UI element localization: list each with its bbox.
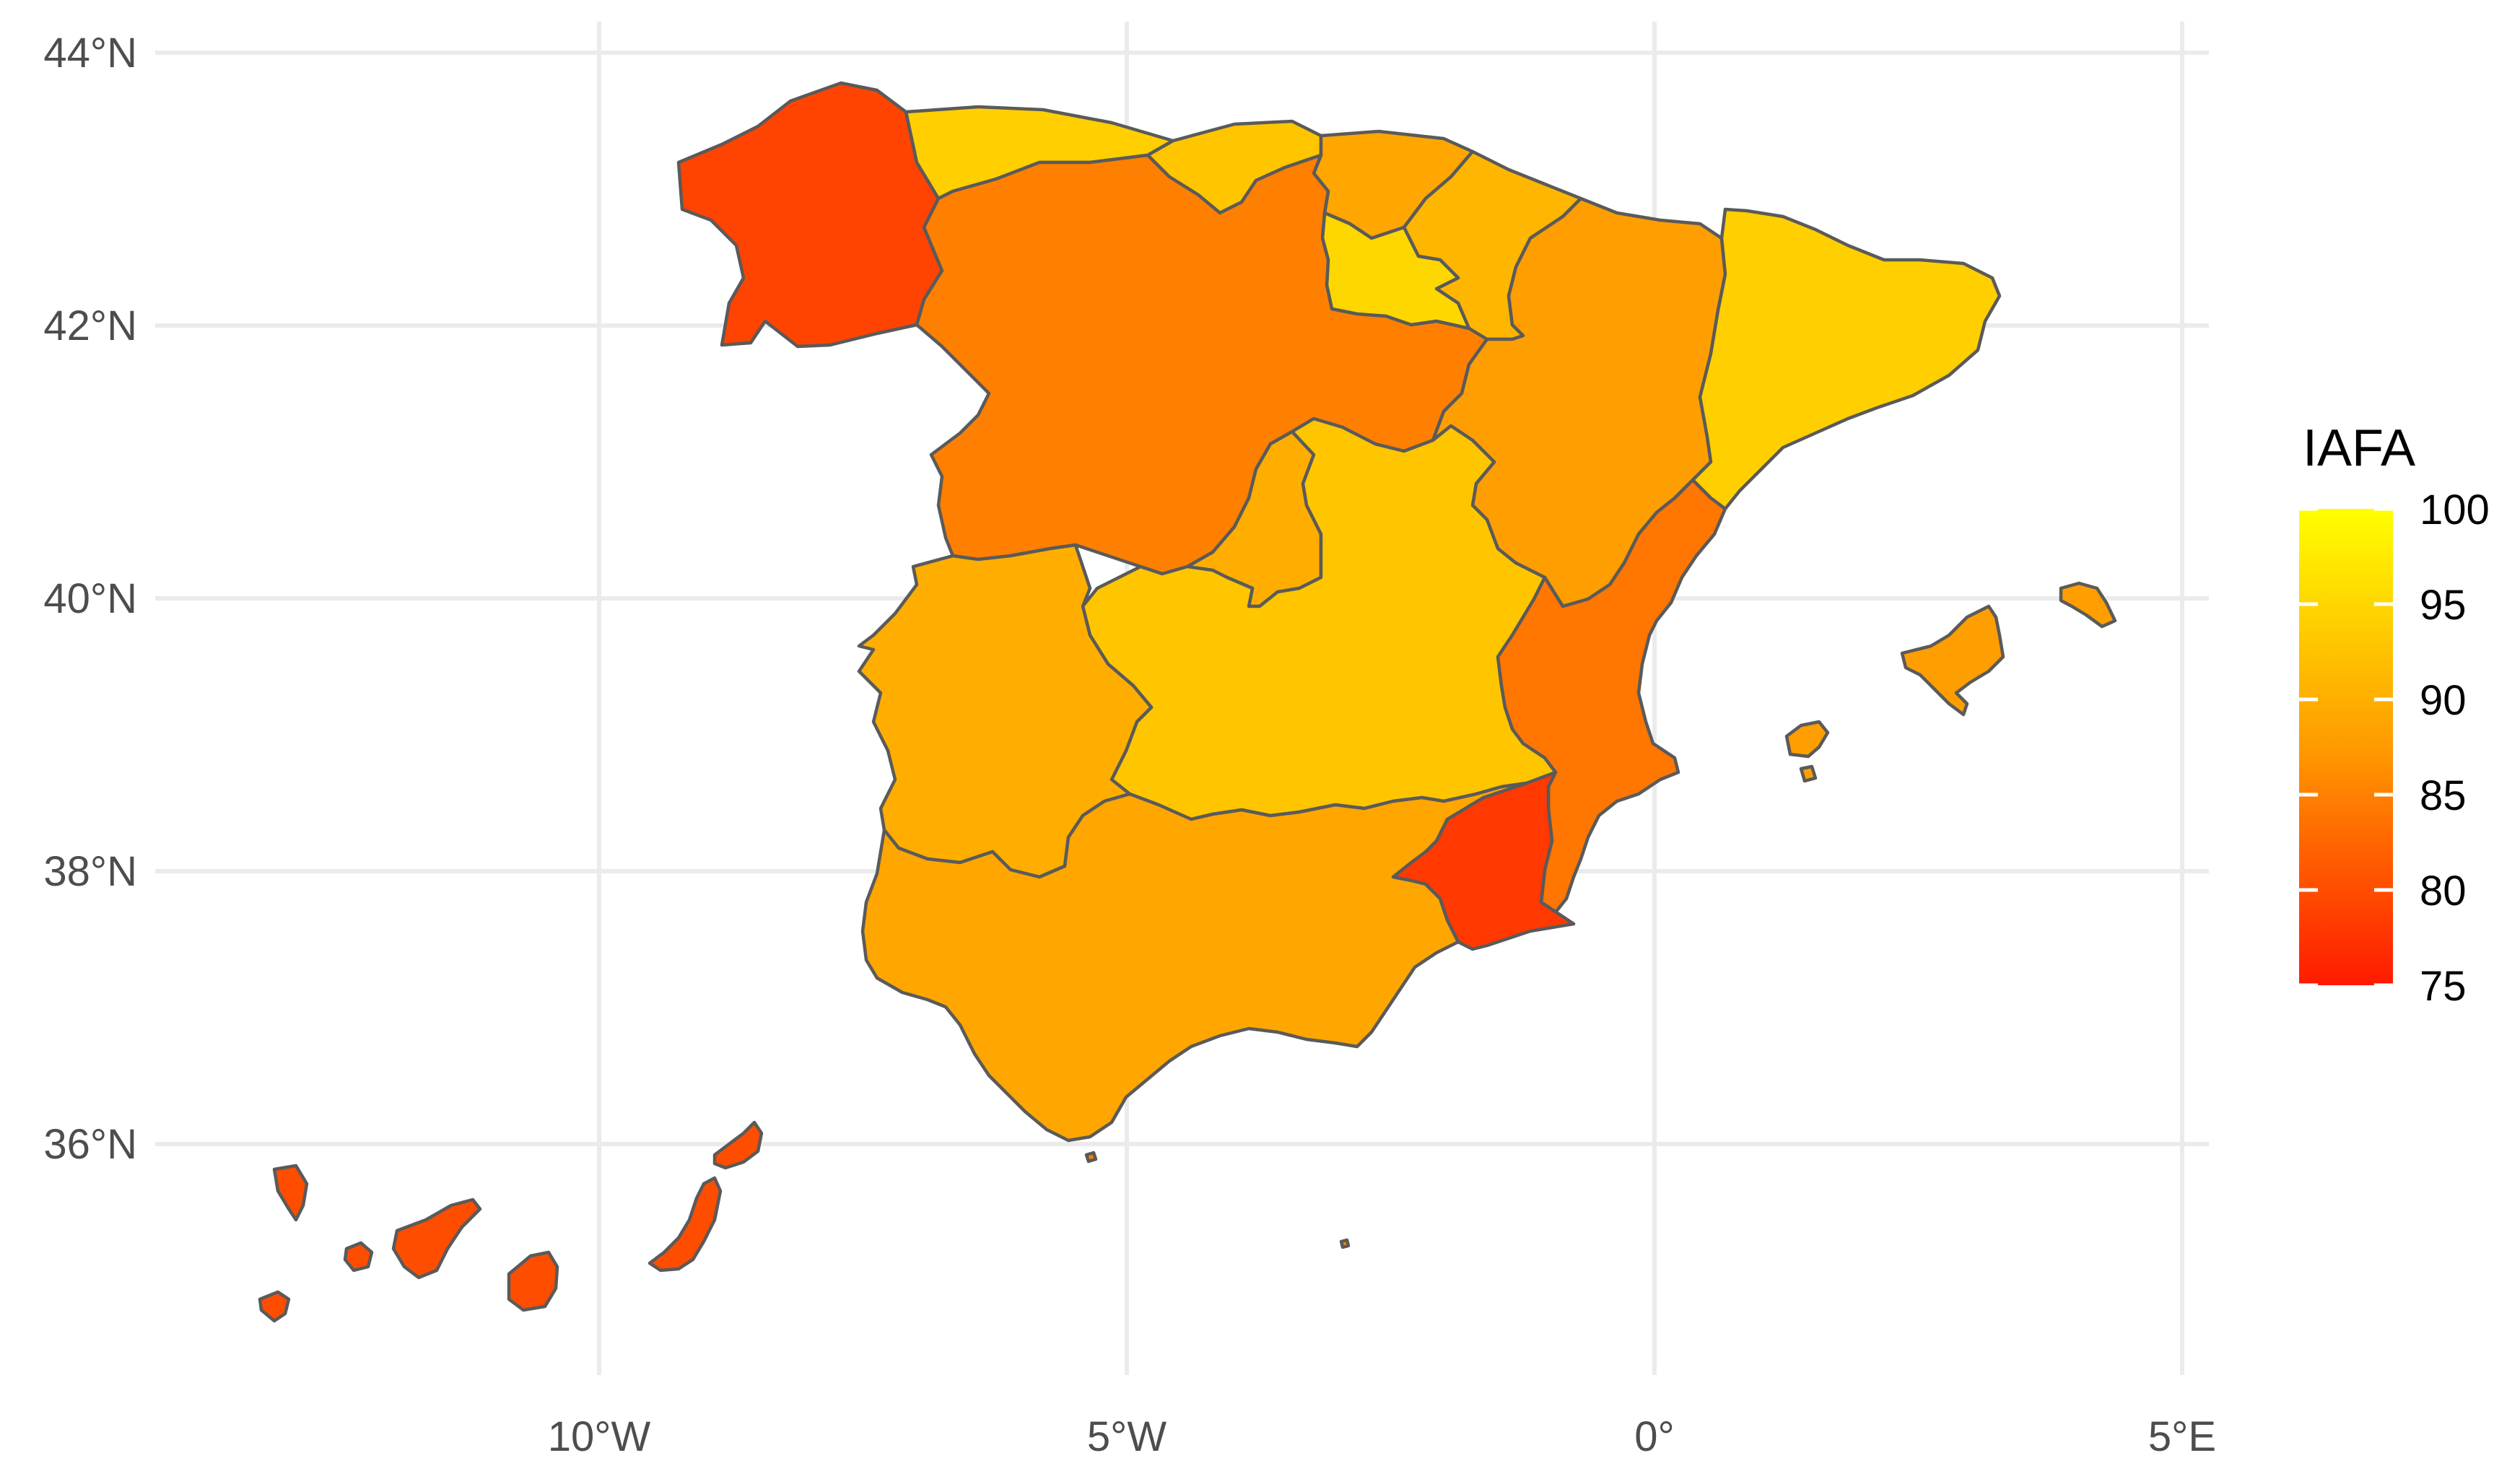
- y-tick-label: 40°N: [43, 575, 137, 622]
- y-tick-label: 38°N: [43, 848, 137, 895]
- y-tick-label: 36°N: [43, 1121, 137, 1168]
- legend-label: 100: [2420, 486, 2490, 533]
- region-canarias: Canarias: 80: [258, 1120, 764, 1323]
- y-tick-label: 42°N: [43, 302, 137, 349]
- region-andalucia: Andalucía: 89: [860, 781, 1529, 1143]
- region-galicia: Galicia: 79: [676, 81, 944, 349]
- y-axis-labels: 36°N 38°N 40°N 42°N 44°N: [43, 30, 137, 1168]
- legend-title: IAFA: [2303, 419, 2415, 477]
- x-tick-label: 10°W: [548, 1413, 651, 1460]
- legend-label: 75: [2420, 963, 2467, 1010]
- x-tick-label: 5°E: [2148, 1413, 2216, 1460]
- legend-label: 95: [2420, 582, 2467, 629]
- legend-label: 80: [2420, 868, 2467, 915]
- x-tick-label: 5°W: [1087, 1413, 1167, 1460]
- legend: IAFA 100 95 90 85 80 75: [2299, 419, 2490, 1010]
- region-ceuta-melilla: Ceuta y Melilla: 85: [1084, 1151, 1351, 1249]
- region-cataluna: Cataluña: 94: [1691, 207, 2002, 511]
- legend-colorbar: [2299, 509, 2393, 985]
- map-regions: Galicia: 79 Asturias: 94 Cantabria: 93 P…: [258, 81, 2117, 1323]
- region-islas-baleares: Islas Baleares: 88: [1784, 581, 2117, 783]
- x-tick-label: 0°: [1634, 1413, 1674, 1460]
- x-axis-labels: 10°W 5°W 0° 5°E: [548, 1413, 2216, 1460]
- legend-label: 90: [2420, 677, 2467, 724]
- legend-label: 85: [2420, 772, 2467, 819]
- y-tick-label: 44°N: [43, 30, 137, 77]
